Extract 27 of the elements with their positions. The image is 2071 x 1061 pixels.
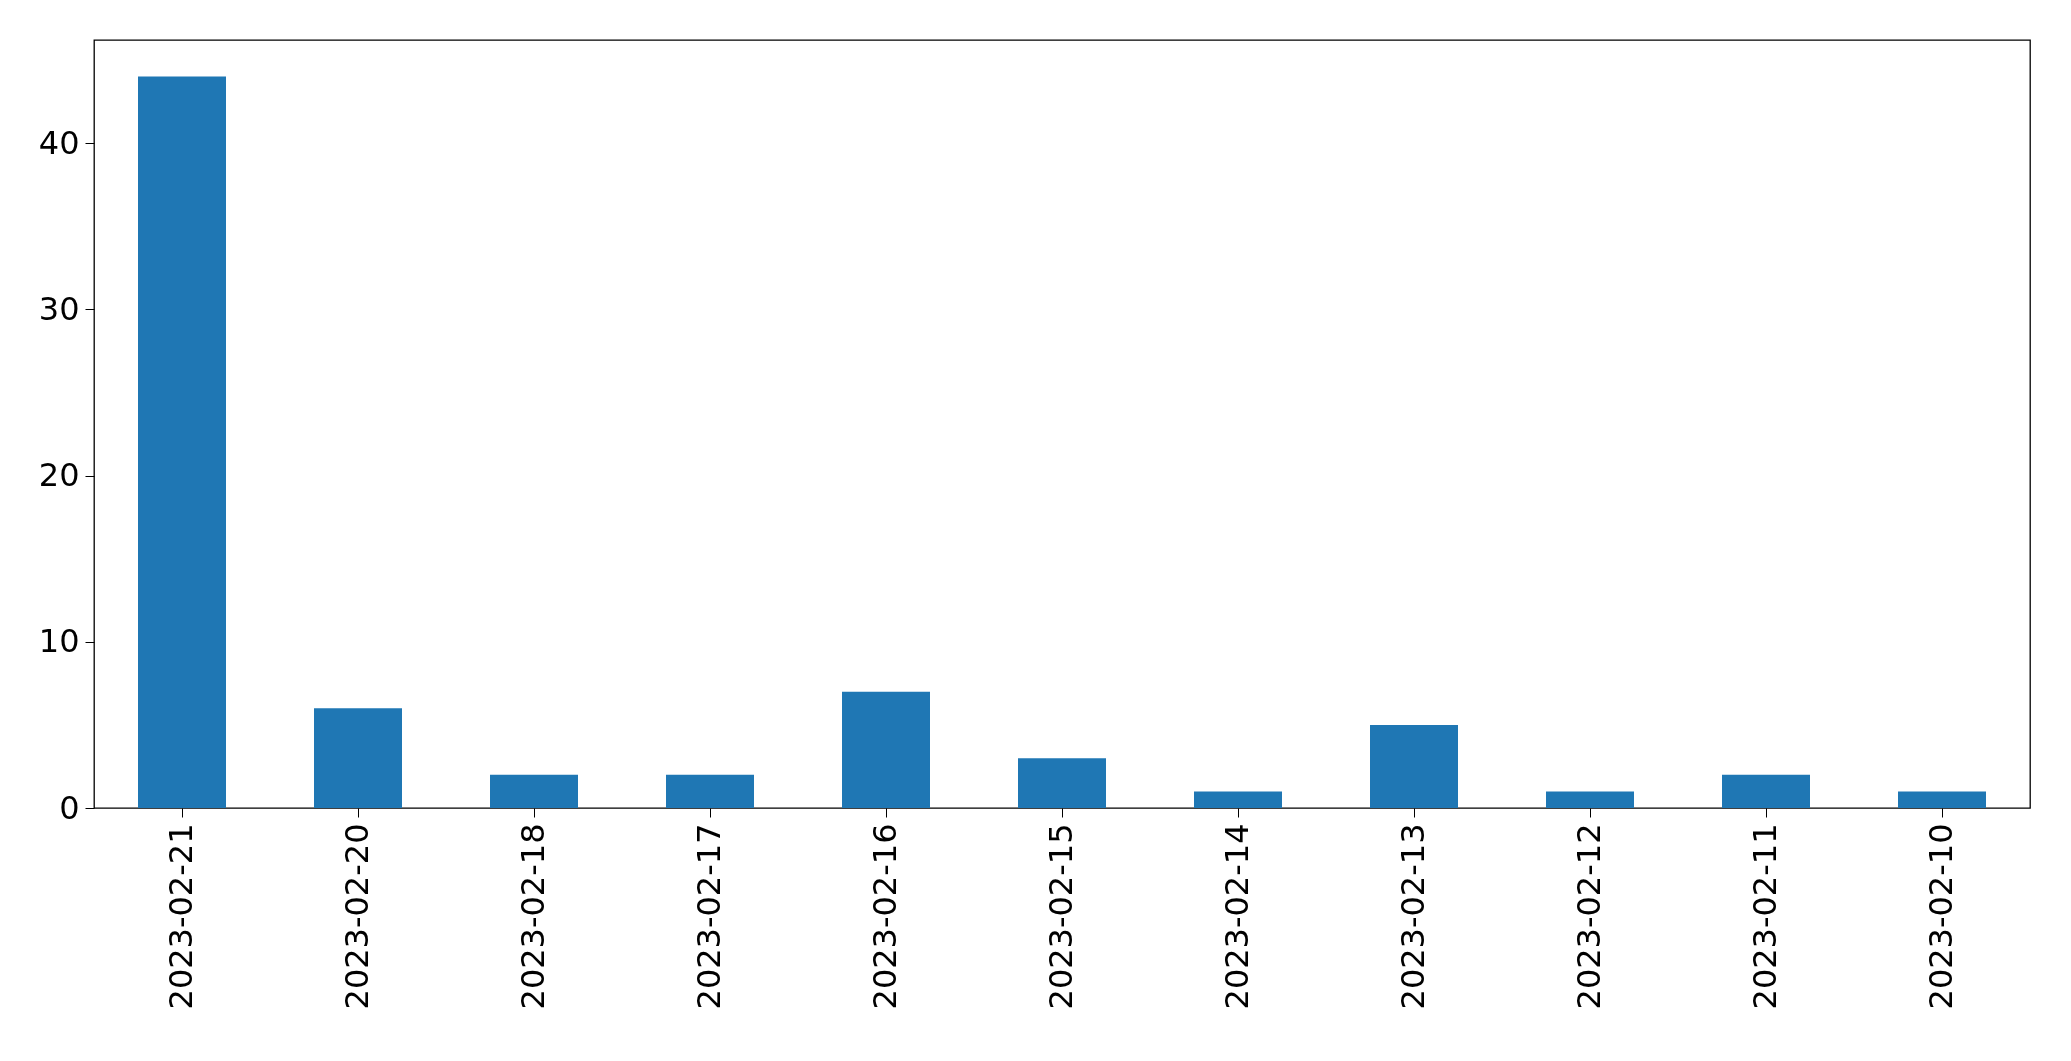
y-tick-label: 20: [38, 456, 80, 495]
x-tick-label: 2023-02-14: [1218, 823, 1256, 1010]
x-tick-label: 2023-02-17: [690, 823, 728, 1010]
x-tick-label: 2023-02-21: [162, 823, 200, 1010]
bar: [314, 708, 402, 808]
bar: [490, 774, 578, 808]
bar: [1546, 791, 1634, 808]
y-tick-label: 0: [59, 788, 80, 827]
bar: [1194, 791, 1282, 808]
bar: [666, 774, 754, 808]
bar: [1018, 758, 1106, 808]
y-tick-label: 30: [38, 289, 80, 328]
x-tick-label: 2023-02-12: [1570, 823, 1608, 1010]
bar: [1370, 724, 1458, 808]
bar: [1898, 791, 1986, 808]
x-tick-label: 2023-02-18: [514, 823, 552, 1010]
bar: [138, 76, 226, 808]
y-tick-label: 10: [38, 622, 80, 661]
x-tick-label: 2023-02-16: [866, 823, 904, 1010]
x-tick-label: 2023-02-10: [1922, 823, 1960, 1010]
x-tick-label: 2023-02-15: [1042, 823, 1080, 1010]
x-tick-label: 2023-02-13: [1394, 823, 1432, 1010]
x-tick-label: 2023-02-20: [338, 823, 376, 1010]
bar: [842, 691, 930, 808]
y-tick-label: 40: [38, 123, 80, 162]
x-tick-label: 2023-02-11: [1746, 823, 1784, 1010]
bar: [1722, 774, 1810, 808]
